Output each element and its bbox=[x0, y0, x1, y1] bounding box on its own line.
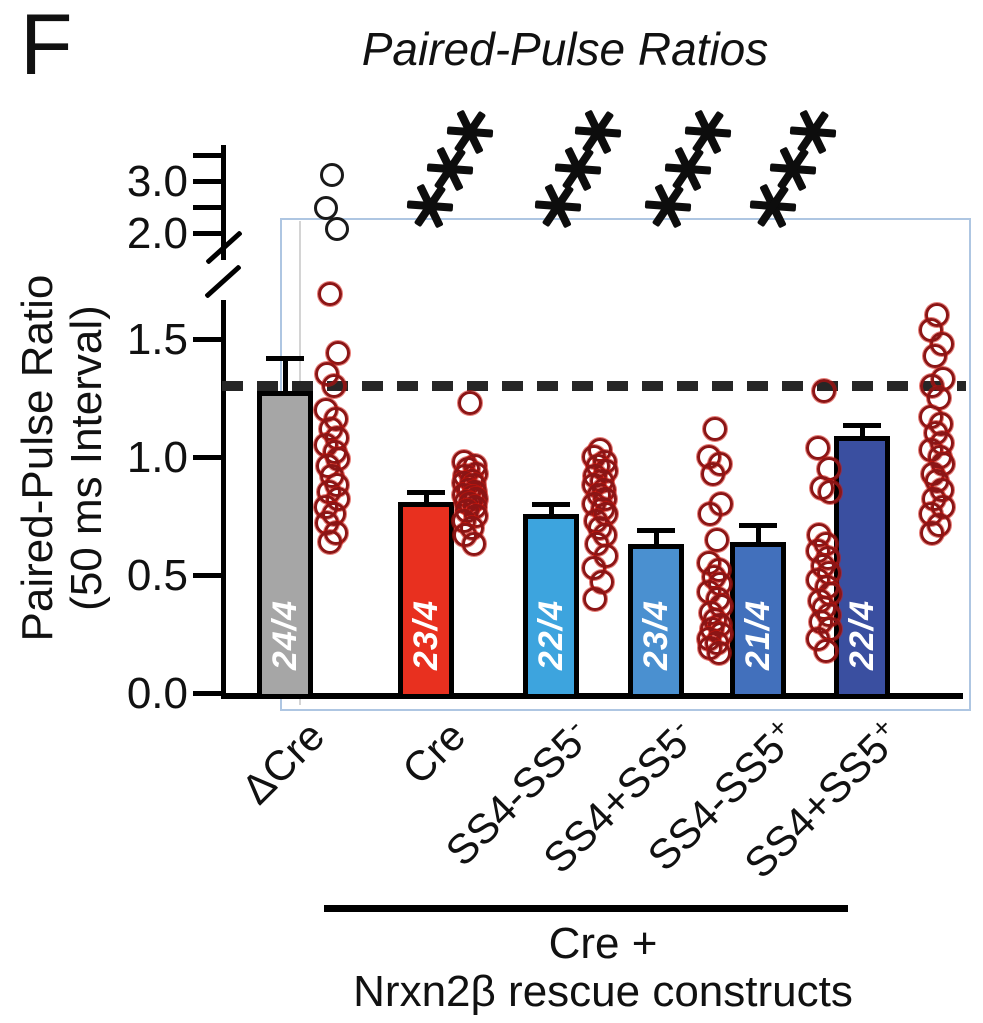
error-bar-stem bbox=[283, 355, 288, 395]
error-bar-cap bbox=[407, 490, 445, 496]
significance-asterisk bbox=[644, 183, 691, 229]
data-point bbox=[703, 416, 727, 441]
data-point bbox=[806, 435, 830, 460]
bar-n-label: 24/4 bbox=[266, 599, 304, 671]
rescue-group-label-line2: Nrxn2β rescue constructs bbox=[353, 967, 853, 1016]
data-point bbox=[812, 378, 836, 403]
x-axis-line bbox=[221, 693, 963, 699]
y-axis-lower-segment bbox=[221, 300, 226, 697]
y-axis-upper-segment bbox=[221, 145, 226, 260]
data-point bbox=[920, 520, 944, 545]
bar-n-label: 22/4 bbox=[532, 599, 570, 671]
data-point bbox=[818, 480, 842, 505]
y-axis-tick bbox=[193, 573, 223, 578]
error-bar-cap bbox=[637, 527, 675, 533]
y-axis-tick bbox=[193, 231, 223, 236]
error-bar-cap bbox=[739, 523, 777, 529]
y-axis-tick-label: 2.0 bbox=[126, 209, 188, 258]
y-axis-tick bbox=[193, 337, 223, 342]
x-label-text: Cre bbox=[393, 712, 475, 794]
y-axis-tick-label: 0.0 bbox=[126, 669, 188, 718]
y-axis-tick-label: 1.5 bbox=[126, 315, 188, 364]
data-point bbox=[325, 217, 349, 242]
error-bar-cap bbox=[843, 422, 881, 428]
rescue-group-underline bbox=[324, 905, 848, 912]
data-point bbox=[318, 529, 342, 554]
y-axis-tick bbox=[193, 153, 223, 158]
bar-n-label: 23/4 bbox=[637, 599, 675, 671]
error-bar-cap bbox=[266, 355, 304, 361]
data-point bbox=[320, 162, 344, 187]
bar-n-label: 23/4 bbox=[407, 599, 445, 671]
significance-asterisk bbox=[406, 183, 454, 229]
y-axis-tick-label: 1.0 bbox=[126, 433, 188, 482]
error-bar-stem bbox=[860, 422, 865, 440]
data-point bbox=[923, 343, 947, 368]
data-point bbox=[322, 374, 346, 399]
rescue-group-label-line1: Cre + bbox=[548, 919, 658, 968]
data-point bbox=[707, 640, 731, 665]
significance-asterisk bbox=[534, 183, 581, 229]
error-bar-stem bbox=[549, 501, 554, 518]
bar-Cre bbox=[398, 501, 454, 699]
y-axis-tick bbox=[193, 205, 223, 210]
y-axis-tick bbox=[193, 179, 223, 184]
error-bar-cap bbox=[532, 501, 570, 507]
data-point bbox=[701, 461, 725, 486]
y-axis-tick-label: 0.5 bbox=[126, 551, 188, 600]
y-axis-tick bbox=[193, 691, 223, 696]
bar-SS4-SS5+ bbox=[730, 541, 786, 699]
significance-asterisk bbox=[749, 183, 797, 229]
y-axis-tick-label: 3.0 bbox=[126, 157, 188, 206]
panel-letter: F bbox=[20, 0, 73, 93]
data-point bbox=[318, 282, 342, 307]
error-bar-stem bbox=[424, 490, 429, 506]
bar-n-label: 22/4 bbox=[843, 599, 881, 671]
data-point bbox=[583, 586, 607, 611]
data-point bbox=[698, 501, 722, 526]
data-point bbox=[326, 341, 350, 366]
data-point bbox=[814, 638, 838, 663]
bar-n-label: 21/4 bbox=[739, 599, 777, 671]
y-axis-tick bbox=[193, 455, 223, 460]
data-point bbox=[462, 532, 486, 557]
reference-dashed-line bbox=[222, 381, 966, 391]
chart-title: Paired-Pulse Ratios bbox=[361, 23, 769, 75]
error-bar-stem bbox=[756, 523, 761, 546]
data-point bbox=[314, 196, 338, 221]
data-point bbox=[705, 527, 729, 552]
bar-SS4+SS5- bbox=[628, 544, 684, 699]
bar-ΔCre bbox=[257, 390, 313, 699]
data-point bbox=[458, 390, 482, 415]
x-label-text: ΔCre bbox=[232, 712, 334, 813]
error-bar-stem bbox=[654, 527, 659, 549]
